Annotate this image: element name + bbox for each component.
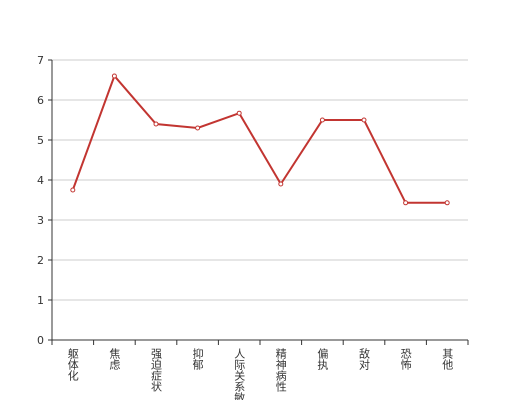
point (111, 73, 117, 79)
x-tick-label: 精神病性 (274, 348, 287, 393)
x-tick-label: 人际关系敏感 (233, 348, 246, 400)
y-tick-label: 7 (37, 54, 44, 67)
x-tick-label: 抑郁 (191, 347, 204, 370)
point (278, 181, 284, 187)
y-tick-label: 2 (37, 254, 44, 267)
y-tick-label: 4 (37, 174, 44, 187)
y-tick-label: 1 (37, 294, 44, 307)
point (319, 117, 325, 123)
x-tick-label: 躯体化 (66, 348, 79, 382)
y-tick-label: 5 (37, 134, 44, 147)
y-tick-label: 0 (37, 334, 44, 347)
y-tick-label: 6 (37, 94, 44, 107)
point (236, 110, 242, 116)
x-tick-label: 强迫症状 (150, 348, 163, 392)
x-tick-label: 其他 (441, 348, 454, 370)
point (444, 200, 450, 206)
x-tick-label: 敌对 (358, 347, 371, 370)
point (195, 125, 201, 131)
y-tick-label: 3 (37, 214, 44, 227)
line (71, 74, 448, 204)
x-tick-label: 偏执 (316, 347, 329, 371)
point (70, 187, 76, 193)
point (403, 200, 409, 206)
x-tick-label: 焦虑 (108, 348, 121, 370)
x-tick-label: 恐怖 (399, 348, 412, 370)
point (153, 121, 159, 127)
point (361, 117, 367, 123)
